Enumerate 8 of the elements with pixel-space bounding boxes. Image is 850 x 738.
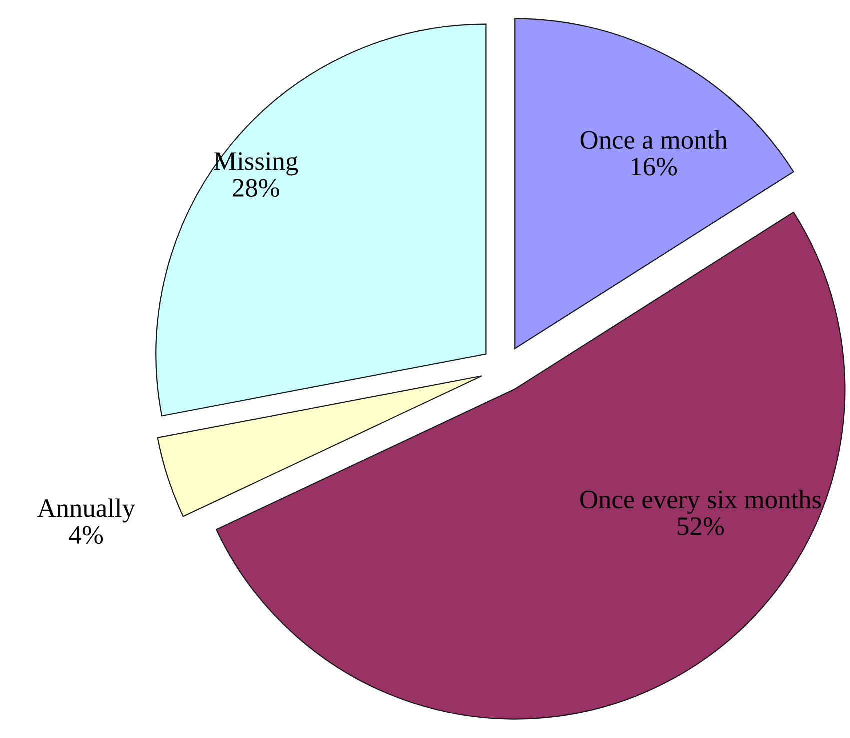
slice-label: Once a month — [580, 130, 728, 150]
slice-label: Once every six months — [580, 490, 822, 514]
data-label: 28% — [233, 179, 280, 198]
data-label: 52% — [678, 518, 724, 536]
slice-label: Annually — [38, 498, 136, 523]
data-label: 16% — [632, 158, 678, 176]
data-label: 4% — [69, 526, 104, 544]
slice-label: Missing — [214, 152, 298, 176]
